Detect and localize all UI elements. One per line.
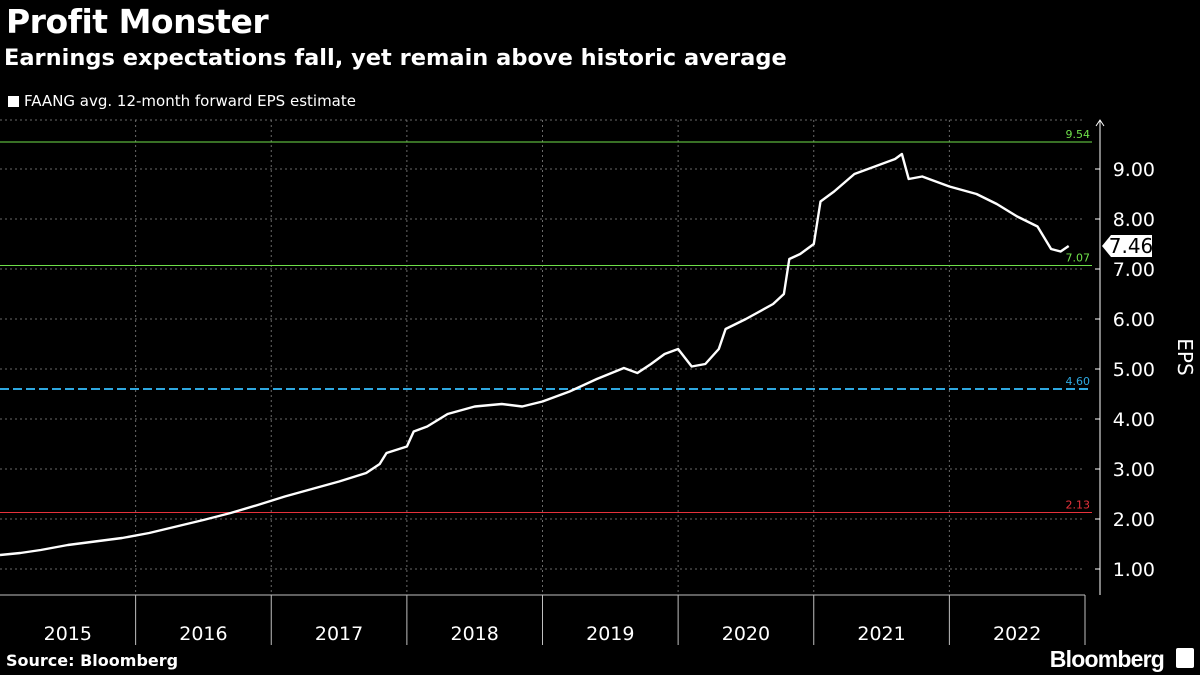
brand-logo: Bloomberg bbox=[1049, 646, 1165, 672]
y-axis-arrow bbox=[1095, 119, 1105, 127]
y-tick-label: 5.00 bbox=[1113, 359, 1155, 381]
x-tick-label: 2015 bbox=[44, 623, 92, 645]
y-tick-label: 4.00 bbox=[1113, 409, 1155, 431]
series-line bbox=[0, 152, 1070, 557]
y-tick-label: 2.00 bbox=[1113, 509, 1155, 531]
x-tick-label: 2020 bbox=[722, 623, 770, 645]
reference-line-label: 7.07 bbox=[1066, 252, 1091, 265]
x-tick-label: 2021 bbox=[857, 623, 905, 645]
x-tick-label: 2017 bbox=[315, 623, 363, 645]
y-tick-label: 8.00 bbox=[1113, 209, 1155, 231]
brand-badge-icon bbox=[1176, 648, 1194, 668]
reference-line-label: 2.13 bbox=[1066, 499, 1091, 512]
y-tick-label: 3.00 bbox=[1113, 459, 1155, 481]
legend: FAANG avg. 12-month forward EPS estimate bbox=[8, 92, 356, 110]
reference-line-label: 4.60 bbox=[1066, 375, 1091, 388]
source-note: Source: Bloomberg bbox=[6, 651, 179, 670]
x-tick-label: 2022 bbox=[993, 623, 1041, 645]
y-tick-label: 6.00 bbox=[1113, 309, 1155, 331]
last-value-flag bbox=[1102, 235, 1152, 257]
legend-label: FAANG avg. 12-month forward EPS estimate bbox=[24, 92, 356, 110]
reference-line-label: 9.54 bbox=[1066, 128, 1091, 141]
y-tick-label: 7.00 bbox=[1113, 259, 1155, 281]
last-value-label: 7.46 bbox=[1109, 234, 1154, 258]
y-tick-label: 1.00 bbox=[1113, 559, 1155, 581]
y-axis-title: EPS bbox=[1173, 338, 1197, 375]
chart-title: Profit Monster bbox=[6, 2, 269, 41]
y-tick-label: 9.00 bbox=[1113, 159, 1155, 181]
chart-subtitle: Earnings expectations fall, yet remain a… bbox=[4, 45, 787, 71]
x-tick-label: 2016 bbox=[179, 623, 227, 645]
x-tick-label: 2019 bbox=[586, 623, 634, 645]
legend-swatch bbox=[8, 95, 19, 107]
x-tick-label: 2018 bbox=[451, 623, 499, 645]
